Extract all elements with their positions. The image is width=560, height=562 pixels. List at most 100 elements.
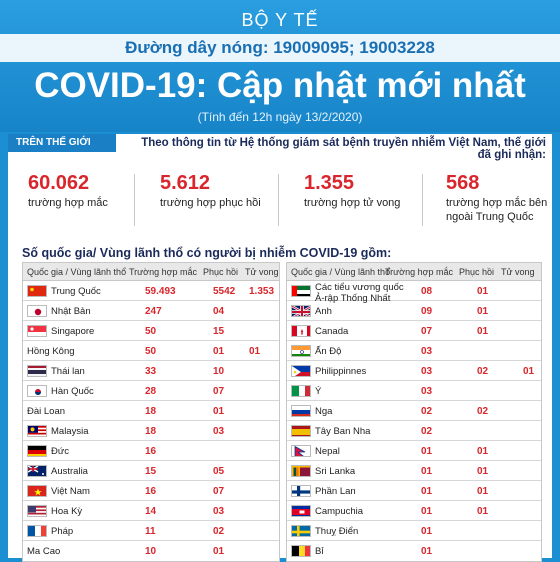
cases-value: 59.493 [145,286,176,297]
australia-flag-icon [27,465,47,477]
country-name: Singapore [51,326,95,337]
table-row: Đài Loan 18 01 [23,401,279,421]
col-cases: Trường hợp mắc [129,267,198,277]
table-row: Nhật Bản 247 04 [23,301,279,321]
cases-value: 14 [145,506,157,517]
stat-value: 60.062 [28,172,90,194]
italy-flag-icon [291,385,311,397]
cases-value: 28 [145,386,157,397]
cases-value: 01 [421,486,433,497]
recovered-value: 01 [213,546,225,557]
table-row: Nepal 01 01 [287,441,541,461]
country-name: Nhật Bản [51,306,91,317]
table-row: Việt Nam 16 07 [23,481,279,501]
cases-value: 07 [421,326,433,337]
china-flag-icon [27,285,47,297]
recovered-value: 03 [213,506,225,517]
stat-value: 568 [446,172,480,194]
table-row: Thái lan 33 10 [23,361,279,381]
cases-value: 18 [145,426,157,437]
thailand-flag-icon [27,365,47,377]
recovered-value: 02 [477,366,489,377]
world-intro: Theo thông tin từ Hệ thống giám sát bệnh… [141,137,546,161]
cambodia-flag-icon [291,505,311,517]
col-country: Quốc gia / Vùng lãnh thổ [27,267,127,277]
uae-flag-icon [291,285,311,297]
table-row: Sri Lanka 01 01 [287,461,541,481]
cases-value: 15 [145,466,157,477]
right-country-table: Quốc gia / Vùng lãnh thổ Trường hợp mắc … [286,262,542,562]
stat-deaths: 1.355 trường hợp tử vong [304,172,424,210]
germany-flag-icon [27,445,47,457]
table-row: Ý 03 [287,381,541,401]
table-row: Nga 02 02 [287,401,541,421]
cases-value: 02 [421,406,433,417]
country-name: Thái lan [51,366,85,377]
country-name: Trung Quốc [51,286,101,297]
usa-flag-icon [27,505,47,517]
recovered-value: 01 [477,306,489,317]
cases-value: 247 [145,306,162,317]
srilanka-flag-icon [291,465,311,477]
table-row: Pháp 11 02 [23,521,279,541]
country-name: Sri Lanka [315,466,356,477]
col-recovered: Phục hồi [203,267,239,277]
russia-flag-icon [291,405,311,417]
divider [134,174,135,226]
country-name: Philippinnes [315,366,367,377]
page-subtitle: (Tính đến 12h ngày 13/2/2020) [197,110,363,124]
recovered-value: 07 [213,486,225,497]
cases-value: 16 [145,486,157,497]
table-row: Philippinnes 03 02 01 [287,361,541,381]
country-name: Thuỵ Điển [315,526,359,537]
spain-flag-icon [291,425,311,437]
col-country: Quốc gia / Vùng lãnh thổ [291,267,391,277]
stat-recovered: 5.612 trường hợp phục hồi [160,172,290,210]
table-row: Các tiểu vương quốc Ả-rập Thống Nhất 08 01 [287,281,541,304]
country-name: Đức [51,446,69,457]
left-country-table: Quốc gia / Vùng lãnh thổ Trường hợp mắc … [22,262,280,562]
table-row: Đức 16 [23,441,279,461]
country-name: Bỉ [315,546,324,557]
recovered-value: 01 [477,326,489,337]
cases-value: 03 [421,346,433,357]
divider [278,174,279,226]
finland-flag-icon [291,485,311,497]
country-name: Ấn Độ [315,346,342,357]
cases-value: 09 [421,306,433,317]
cases-value: 10 [145,546,157,557]
cases-value: 16 [145,446,157,457]
col-deaths: Tử vong [501,267,535,277]
malaysia-flag-icon [27,425,47,437]
hotline-bar: Đường dây nóng: 19009095; 19003228 [0,34,560,62]
page-title: COVID-19: Cập nhật mới nhất [34,66,526,105]
cases-value: 02 [421,426,433,437]
country-name: Ý [315,386,322,397]
table-row: Thuỵ Điển 01 [287,521,541,541]
stat-value: 5.612 [160,172,211,194]
table-row: Ma Cao 10 01 [23,541,279,561]
recovered-value: 01 [477,486,489,497]
countries-title: Số quốc gia/ Vùng lãnh thổ có người bị n… [22,246,392,260]
recovered-value: 01 [477,446,489,457]
cases-value: 01 [421,446,433,457]
country-name: Australia [51,466,88,477]
cases-value: 03 [421,366,433,377]
country-name: Nga [315,406,333,417]
recovered-value: 01 [213,346,225,357]
cases-value: 08 [421,286,433,297]
table-row: Hàn Quốc 28 07 [23,381,279,401]
deaths-value: 1.353 [249,286,275,297]
country-name: Phần Lan [315,486,356,497]
table-row: Singapore 50 15 [23,321,279,341]
cases-value: 03 [421,386,433,397]
table-row: Canada 07 01 [287,321,541,341]
country-name: Tây Ban Nha [315,426,371,437]
france-flag-icon [27,525,47,537]
sweden-flag-icon [291,525,311,537]
country-name: Anh [315,306,332,317]
deaths-value: 01 [249,346,261,357]
cases-value: 18 [145,406,157,417]
singapore-flag-icon [27,325,47,337]
recovered-value: 04 [213,306,225,317]
